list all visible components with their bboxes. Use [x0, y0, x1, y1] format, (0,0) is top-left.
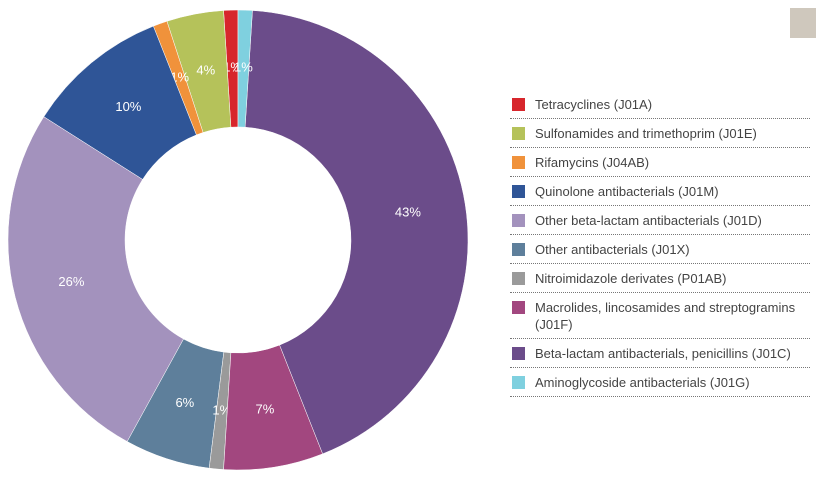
legend-label: Macrolides, lincosamides and streptogram…	[535, 299, 810, 333]
legend-item: Quinolone antibacterials (J01M)	[510, 177, 810, 206]
slice-label: 7%	[256, 401, 275, 416]
legend-swatch	[512, 243, 525, 256]
legend-label: Rifamycins (J04AB)	[535, 154, 649, 171]
legend-item: Other antibacterials (J01X)	[510, 235, 810, 264]
legend-label: Other antibacterials (J01X)	[535, 241, 690, 258]
legend-item: Other beta-lactam antibacterials (J01D)	[510, 206, 810, 235]
legend-item: Nitroimidazole derivates (P01AB)	[510, 264, 810, 293]
chart: 1%4%1%10%26%6%1%7%43%1%	[0, 0, 500, 478]
slice-label: 26%	[58, 274, 84, 289]
legend-label: Other beta-lactam antibacterials (J01D)	[535, 212, 762, 229]
legend-swatch	[512, 156, 525, 169]
legend-item: Sulfonamides and trimethoprim (J01E)	[510, 119, 810, 148]
legend-swatch	[512, 127, 525, 140]
legend-label: Quinolone antibacterials (J01M)	[535, 183, 719, 200]
legend-item: Macrolides, lincosamides and streptogram…	[510, 293, 810, 339]
logo-icon	[790, 8, 816, 38]
legend-item: Rifamycins (J04AB)	[510, 148, 810, 177]
legend: Tetracyclines (J01A) Sulfonamides and tri…	[510, 90, 810, 397]
legend-item: Beta-lactam antibacterials, penicillins …	[510, 339, 810, 368]
legend-swatch	[512, 376, 525, 389]
legend-label: Tetracyclines (J01A)	[535, 96, 652, 113]
legend-swatch	[512, 185, 525, 198]
legend-swatch	[512, 347, 525, 360]
legend-swatch	[512, 98, 525, 111]
legend-label: Sulfonamides and trimethoprim (J01E)	[535, 125, 757, 142]
legend-swatch	[512, 272, 525, 285]
slice-label: 43%	[395, 205, 421, 220]
legend-swatch	[512, 214, 525, 227]
legend-item: Aminoglycoside antibacterials (J01G)	[510, 368, 810, 397]
slice-label: 6%	[175, 395, 194, 410]
legend-label: Nitroimidazole derivates (P01AB)	[535, 270, 726, 287]
legend-swatch	[512, 301, 525, 314]
slice-label: 10%	[115, 99, 141, 114]
slice-label: 1%	[234, 60, 253, 75]
legend-label: Beta-lactam antibacterials, penicillins …	[535, 345, 791, 362]
page: {"chart_data": {"type": "donut", "catego…	[0, 0, 826, 478]
legend-item: Tetracyclines (J01A)	[510, 90, 810, 119]
legend-label: Aminoglycoside antibacterials (J01G)	[535, 374, 750, 391]
slice-label: 4%	[196, 62, 215, 77]
